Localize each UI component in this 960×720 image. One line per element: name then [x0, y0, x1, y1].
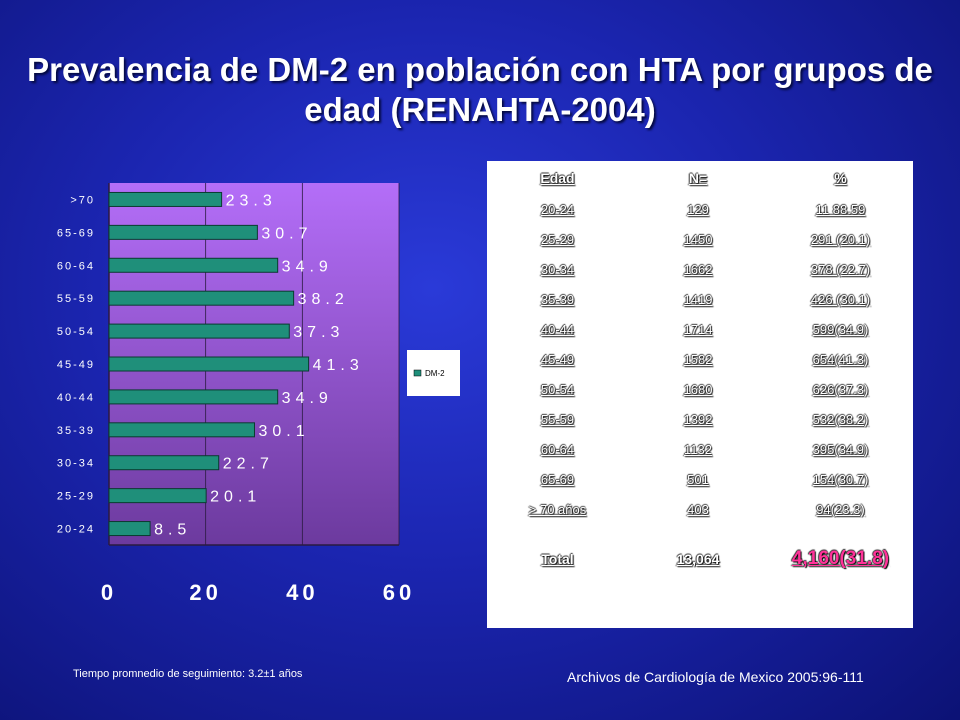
- bar: [108, 455, 220, 471]
- table-cell: 1582: [683, 351, 713, 367]
- table-cell: 129: [687, 201, 709, 217]
- table-cell: 599(34.9): [812, 321, 869, 337]
- table-row: > 70 años 403 94(23.3): [487, 494, 913, 524]
- table-row: 25-29 1450 291 (20.1): [487, 224, 913, 254]
- bar-value-label: 8.5: [154, 522, 191, 539]
- table-cell: 1680: [683, 381, 713, 397]
- table-cell: 30-34: [540, 261, 575, 277]
- category-label: 20-24: [57, 524, 95, 536]
- table-cell: 654(41.3): [812, 351, 869, 367]
- category-label: 25-29: [57, 491, 95, 503]
- bar-value-label: 34.9: [282, 258, 333, 275]
- bar-value-label: 22.7: [223, 456, 274, 473]
- table-cell: 60-64: [540, 441, 575, 457]
- table-row: 50-54 1680 626(37.3): [487, 374, 913, 404]
- table-cell: 1662: [683, 261, 713, 277]
- data-table: Edad N=% 20-24 129 11 88.59 25-29 1450 291 (20.…: [487, 161, 913, 628]
- table-cell: Total: [541, 551, 574, 567]
- table-row: 20-24 129 11 88.59: [487, 194, 913, 224]
- table-cell: 25-29: [540, 231, 575, 247]
- bar-value-label: 23.3: [226, 192, 277, 209]
- bar: [108, 191, 223, 207]
- table-cell: 1132: [684, 441, 712, 457]
- table-row: 35-39 1419 426 (30.1): [487, 284, 913, 314]
- table-cell: 501: [687, 471, 709, 487]
- table-cell: Edad: [540, 169, 575, 186]
- table-cell: 50-54: [540, 381, 575, 397]
- legend-label: DM-2: [425, 369, 445, 378]
- table-row: 65-69 501 154(30.7): [487, 464, 913, 494]
- table-cell: 45-49: [540, 351, 575, 367]
- bar-value-label: 38.2: [298, 291, 349, 308]
- table-row: 45-49 1582 654(41.3): [487, 344, 913, 374]
- table-cell: 65-69: [540, 471, 575, 487]
- bar: [108, 488, 207, 504]
- category-label: 35-39: [57, 425, 95, 437]
- legend: DM-2: [407, 350, 460, 396]
- bar: [108, 323, 290, 339]
- table-spacer: [487, 594, 913, 628]
- table-cell: 154(30.7): [812, 471, 869, 487]
- table-cell: 94(23.3): [816, 501, 865, 517]
- x-tick-label: 20: [189, 580, 221, 605]
- table-cell: 20-24: [540, 201, 575, 217]
- table-row: 30-34 1662 378 (22.7): [487, 254, 913, 284]
- x-tick-label: 60: [383, 580, 415, 605]
- category-label: 50-54: [57, 326, 95, 338]
- table-cell: 403: [687, 501, 709, 517]
- category-label: 30-34: [57, 458, 95, 470]
- table-row: 40-44 1714 599(34.9): [487, 314, 913, 344]
- table-cell: 11 88.59: [815, 201, 866, 217]
- bar: [108, 389, 279, 405]
- bar-value-label: 30.1: [258, 423, 309, 440]
- table-cell: 35-39: [540, 291, 575, 307]
- table-cell: 395(34.9): [812, 441, 869, 457]
- table-header-row: Edad N=%: [487, 161, 913, 194]
- table-total-row: Total 13,064 4,160(31.8): [487, 524, 913, 594]
- x-tick-label: 40: [286, 580, 318, 605]
- bar: [108, 356, 310, 372]
- table-cell: 1450: [683, 231, 713, 247]
- table-cell: 532(38.2): [812, 411, 869, 427]
- table-cell: 1714: [683, 321, 713, 337]
- table-row: 55-59 1392 532(38.2): [487, 404, 913, 434]
- bar-value-label: 37.3: [293, 324, 344, 341]
- bar-value-label: 30.7: [261, 225, 312, 242]
- table-cell: 1392: [683, 411, 713, 427]
- table-cell: 40-44: [540, 321, 575, 337]
- x-tick-label: 0: [101, 580, 117, 605]
- category-label: >70: [70, 194, 95, 206]
- table-cell: 291 (20.1): [810, 231, 871, 247]
- table-cell: 55-59: [540, 411, 575, 427]
- bar-value-label: 34.9: [282, 390, 333, 407]
- table-cell: 626(37.3): [812, 381, 869, 397]
- legend-swatch: [413, 369, 422, 377]
- category-label: 40-44: [57, 392, 95, 404]
- table-cell: 1419: [683, 291, 713, 307]
- table-cell: N=: [688, 169, 708, 186]
- bar-value-label: 41.3: [313, 357, 364, 374]
- table-cell: > 70 años: [528, 501, 587, 517]
- table-cell: %: [834, 169, 847, 186]
- table-cell: 13,064: [676, 551, 720, 567]
- bar: [108, 257, 279, 273]
- table-row: 60-64 1132 395(34.9): [487, 434, 913, 464]
- bar: [108, 290, 295, 306]
- bar: [108, 521, 151, 537]
- bar-value-label: 20.1: [210, 489, 261, 506]
- category-label: 65-69: [57, 227, 95, 239]
- follow-up-note: Tiempo promnedio de seguimiento: 3.2±1 a…: [73, 668, 303, 680]
- category-label: 45-49: [57, 359, 95, 371]
- slide-title: Prevalencia de DM-2 en población con HTA…: [27, 51, 933, 128]
- source-citation: Archivos de Cardiología de Mexico 2005:9…: [567, 669, 864, 685]
- category-label: 55-59: [57, 293, 95, 305]
- table-cell: 426 (30.1): [810, 291, 871, 307]
- category-label: 60-64: [57, 260, 95, 272]
- total-percentage: 4,160(31.8): [791, 548, 890, 569]
- bar: [108, 422, 255, 438]
- bar: [108, 224, 258, 240]
- table-cell: 378 (22.7): [810, 261, 871, 277]
